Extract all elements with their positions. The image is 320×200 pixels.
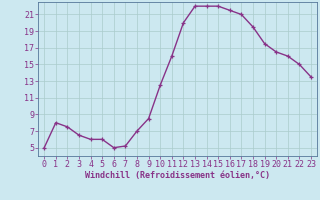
X-axis label: Windchill (Refroidissement éolien,°C): Windchill (Refroidissement éolien,°C) (85, 171, 270, 180)
